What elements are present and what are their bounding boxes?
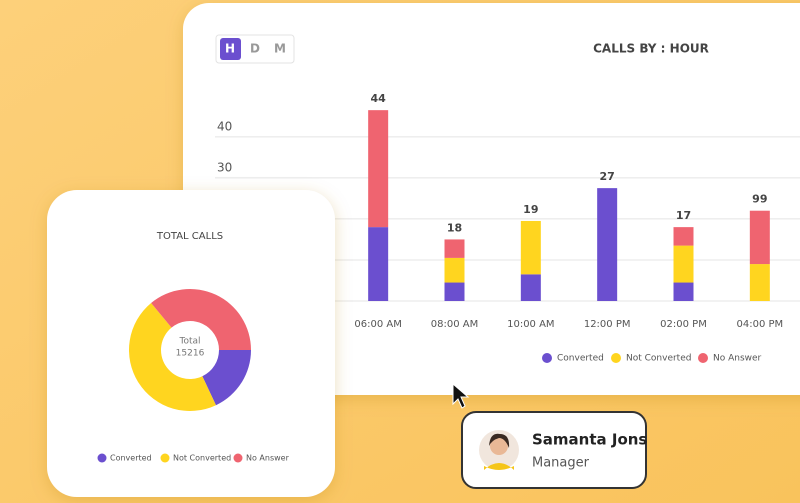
bar-segment <box>444 239 465 258</box>
x-tick-label: 12:00 PM <box>584 319 631 330</box>
center-value: 15216 <box>176 349 205 359</box>
donut-chart: TOTAL CALLS Total 15216 Converted Not Conver… <box>97 231 290 463</box>
avatar-hair <box>489 433 510 448</box>
profile-role: Manager <box>532 456 590 471</box>
legend-swatch <box>160 453 170 463</box>
bar-total-label: 19 <box>523 203 538 216</box>
bar-segment <box>368 110 389 228</box>
bar-segment <box>520 220 541 275</box>
bar-segment <box>749 264 770 301</box>
legend-swatch <box>542 353 552 363</box>
legend-label[interactable]: Not Converted <box>626 354 691 364</box>
bar-total-label: 17 <box>676 209 691 222</box>
center-label: Total <box>178 337 200 347</box>
avatar-face <box>490 437 508 455</box>
donut-slice <box>151 289 251 350</box>
bar-segment <box>444 282 465 301</box>
donut-slice <box>128 302 216 412</box>
x-tick-label: 08:00 AM <box>431 319 478 330</box>
legend-label[interactable]: No Answer <box>246 454 290 463</box>
donut-slice <box>202 350 251 406</box>
legend-swatch <box>233 453 243 463</box>
avatar-body <box>484 463 514 470</box>
profile-card: Samanta Jons Manager <box>461 411 647 489</box>
legend-label[interactable]: Not Converted <box>173 454 231 463</box>
bar-segment <box>749 210 770 265</box>
legend-swatch <box>611 353 621 363</box>
toggle-option[interactable]: D <box>250 42 260 56</box>
bar-total-label: 27 <box>600 170 615 183</box>
x-tick-label: 04:00 PM <box>737 319 784 330</box>
y-tick-label: 40 <box>217 119 232 133</box>
legend-label[interactable]: Converted <box>110 454 152 463</box>
legend-swatch <box>698 353 708 363</box>
legend-label[interactable]: Converted <box>557 354 604 364</box>
toggle-selected[interactable] <box>220 38 241 60</box>
bar-segment <box>368 227 389 301</box>
profile-name: Samanta Jons <box>532 431 647 449</box>
cursor <box>452 382 470 409</box>
bar-segment <box>597 188 618 301</box>
total-card <box>47 190 335 497</box>
x-tick-label: 02:00 PM <box>660 319 707 330</box>
bar-total-label: 44 <box>371 92 387 105</box>
chart-title: TOTAL CALLS <box>156 231 223 242</box>
chart-title: CALLS BY : HOUR <box>593 42 709 56</box>
y-tick-label: 30 <box>217 160 232 174</box>
x-tick-label: 06:00 AM <box>354 319 401 330</box>
x-tick-label: 10:00 AM <box>507 319 554 330</box>
bar-total-label: 18 <box>447 221 462 234</box>
calls-card <box>183 3 800 395</box>
bar-segment <box>673 245 694 283</box>
toggle-option[interactable]: M <box>274 42 286 56</box>
toggle-option[interactable]: H <box>225 42 235 56</box>
bar-segment <box>520 274 541 301</box>
bar-segment <box>673 227 694 246</box>
legend-label[interactable]: No Answer <box>713 354 762 364</box>
bar-segment <box>444 257 465 283</box>
bar-total-label: 99 <box>752 193 767 206</box>
bar-segment <box>673 282 694 301</box>
profile-frame[interactable] <box>461 411 647 489</box>
legend-swatch <box>97 453 107 463</box>
